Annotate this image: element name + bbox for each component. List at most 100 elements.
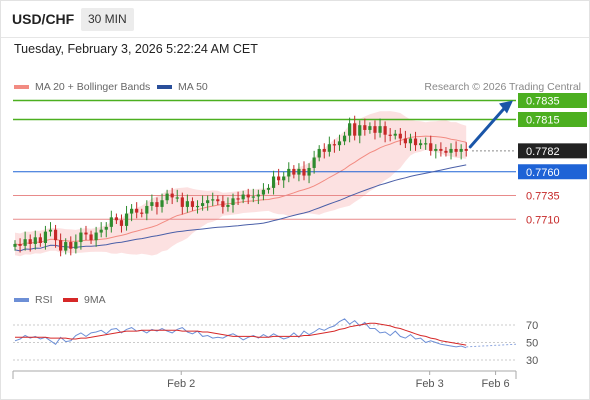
resistance-tag-label: 0.7815 bbox=[526, 115, 560, 127]
bollinger-band-fill bbox=[15, 111, 467, 257]
resistance-tag-label: 0.7835 bbox=[526, 96, 560, 108]
candle-up bbox=[195, 205, 200, 208]
timeframe-badge[interactable]: 30 MIN bbox=[81, 8, 134, 31]
candle-down bbox=[18, 243, 22, 246]
support-tag-label: 0.7735 bbox=[526, 191, 560, 203]
ma20-line bbox=[14, 135, 467, 246]
candle-up bbox=[79, 232, 83, 243]
candle-up bbox=[271, 176, 276, 188]
candle-up bbox=[434, 148, 438, 151]
candle-up bbox=[160, 200, 164, 207]
candle-down bbox=[246, 194, 250, 198]
pivot-tag-label: 0.7760 bbox=[526, 167, 560, 179]
candle-up bbox=[48, 229, 53, 232]
candle-up bbox=[43, 231, 48, 243]
candle-up bbox=[282, 176, 286, 181]
resistance-tag-bg bbox=[518, 112, 587, 127]
candle-down bbox=[53, 229, 58, 241]
candle-up bbox=[99, 229, 103, 233]
support-tag-label: 0.7710 bbox=[526, 214, 560, 226]
rsi-tick-label: 30 bbox=[526, 355, 538, 367]
candle-up bbox=[200, 203, 205, 206]
candle-down bbox=[464, 148, 468, 151]
candle-up bbox=[175, 197, 179, 199]
candle-down bbox=[119, 220, 124, 226]
candle-down bbox=[114, 217, 118, 221]
legend-bb: MA 20 + Bollinger Bands bbox=[14, 81, 150, 93]
candle-up bbox=[378, 126, 382, 133]
price-tags: 0.7835 0.7815 0.7782 0.7760 0.7735 0.7710 bbox=[518, 93, 587, 226]
support-price-tag: 0.7710 bbox=[526, 214, 560, 226]
legend-bb-label: MA 20 + Bollinger Bands bbox=[35, 81, 151, 93]
candle-down bbox=[373, 126, 377, 133]
time-axis-label: Feb 2 bbox=[167, 378, 195, 390]
bb-swatch bbox=[14, 85, 29, 90]
candle-up bbox=[368, 126, 372, 130]
resistance-price-tag: 0.7815 bbox=[518, 112, 587, 127]
price-levels bbox=[13, 99, 516, 220]
candle-up bbox=[342, 135, 347, 142]
candle-up bbox=[211, 199, 215, 201]
candle-up bbox=[358, 125, 362, 136]
candle-up bbox=[206, 200, 210, 204]
candle-up bbox=[185, 201, 189, 207]
candle-up bbox=[33, 237, 37, 244]
candle-up bbox=[337, 141, 342, 146]
legend-rsi-ma: 9MA bbox=[63, 294, 106, 306]
candle-up bbox=[348, 123, 352, 136]
candle-up bbox=[266, 187, 271, 190]
candle-down bbox=[383, 126, 387, 135]
candle-up bbox=[165, 193, 169, 201]
time-axis-label: Feb 3 bbox=[416, 378, 444, 390]
candle-up bbox=[231, 198, 235, 205]
bollinger-bands bbox=[14, 111, 467, 257]
candle-down bbox=[38, 237, 42, 243]
candle-up bbox=[23, 239, 27, 246]
rsi-panel: 70 50 30 bbox=[13, 318, 538, 367]
candle-up bbox=[317, 148, 321, 158]
ma50-line bbox=[14, 164, 467, 252]
legend-rsi-ma-label: 9MA bbox=[84, 294, 106, 306]
candle-down bbox=[302, 168, 306, 176]
candle-up bbox=[287, 168, 291, 177]
candle-up bbox=[251, 196, 255, 198]
candle-down bbox=[322, 148, 326, 152]
candle-up bbox=[74, 242, 78, 249]
candle-down bbox=[454, 148, 458, 152]
candle-up bbox=[307, 167, 311, 176]
forecast-arrow-head bbox=[499, 100, 513, 114]
candle-down bbox=[332, 144, 337, 146]
candle-down bbox=[353, 123, 357, 136]
candle-up bbox=[459, 148, 463, 152]
candle-up bbox=[419, 143, 423, 146]
copyright-notice: Research © 2026 Trading Central bbox=[424, 81, 581, 93]
pivot-tag-bg bbox=[518, 164, 587, 180]
current-tag-bg bbox=[518, 143, 587, 159]
candle-up bbox=[256, 194, 260, 197]
candle-up bbox=[13, 243, 17, 247]
candle-up bbox=[130, 208, 134, 214]
rsi-tick-label: 70 bbox=[526, 320, 538, 332]
candle-down bbox=[398, 133, 402, 139]
candle-down bbox=[28, 239, 32, 244]
candle-up bbox=[261, 189, 266, 195]
rsi-ma-line bbox=[15, 322, 467, 346]
candle-up bbox=[226, 205, 230, 207]
candle-up bbox=[104, 226, 108, 230]
candle-down bbox=[277, 176, 281, 181]
resistance-tag-bg bbox=[518, 93, 587, 108]
candle-down bbox=[363, 125, 367, 130]
candle-down bbox=[155, 202, 159, 207]
current-price-tag: 0.7782 bbox=[518, 143, 587, 159]
candle-down bbox=[292, 168, 296, 175]
candlesticks bbox=[13, 115, 468, 257]
forecast-arrow bbox=[468, 100, 513, 149]
pivot-price-tag: 0.7760 bbox=[518, 164, 587, 180]
ma50-swatch bbox=[157, 85, 172, 90]
candle-down bbox=[89, 234, 93, 241]
rsi-ma-swatch bbox=[63, 298, 78, 303]
legend-rsi-label: RSI bbox=[35, 294, 53, 306]
candle-up bbox=[64, 242, 68, 251]
